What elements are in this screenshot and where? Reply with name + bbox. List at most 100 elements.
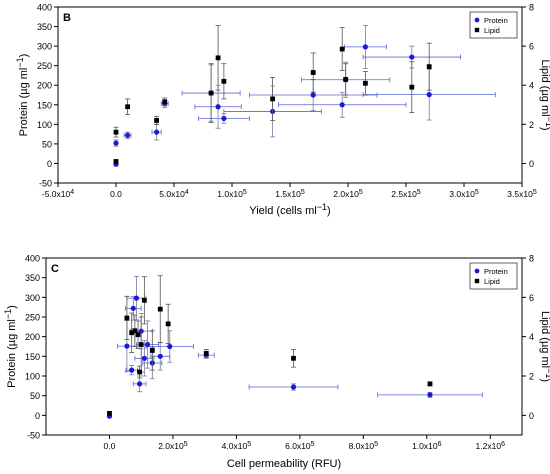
y-right-tick-label: 6 [529,42,534,52]
y-right-axis-title: Lipid (µg ml−1) [539,311,550,382]
legend-label: Lipid [484,277,500,286]
x-tick-label-sup: 5 [417,189,421,196]
lipid-point [165,321,171,327]
protein-point [221,115,227,122]
x-tick-label-text: 6.0x10 [285,441,311,451]
x-tick-label-sup: 5 [475,189,479,196]
y-left-tick-label: 350 [25,273,40,283]
lipid-point [141,297,147,303]
protein-point [290,384,297,390]
y-left-tick-label: 100 [25,372,40,382]
lipid-point [125,104,130,110]
lipid-point [113,129,119,135]
x-tick-label: -5.0x104 [42,189,74,199]
x-tick-label-text: 0.0 [104,441,116,451]
lipid-point [343,76,349,82]
y-right-tick-label: 8 [529,254,534,264]
y-right-tick-label: 4 [529,332,534,342]
x-tick-label-sup: 5 [374,441,378,448]
x-tick-label-sup: 5 [184,441,188,448]
y-right-tick-label: 0 [529,159,534,169]
y-left-tick-label: 300 [25,293,40,303]
y-left-axis-title-sup: −1 [3,309,13,319]
legend-marker-protein [474,17,480,23]
lipid-point [154,118,159,123]
x-axis-title: Yield (cells ml−1) [249,202,330,217]
x-axis-title-tail: ) [327,205,331,217]
y-right-tick-label: 6 [529,293,534,303]
legend-label: Lipid [484,26,500,35]
x-tick-label: 3.5x105 [507,189,537,199]
x-tick-label: 3.0x105 [449,189,479,199]
y-right-axis-title-tail: ) [539,127,550,131]
protein-point [157,353,163,359]
x-tick-label-sup: 6 [438,441,442,448]
lipid-point [129,330,135,336]
lipid-point [113,159,119,164]
legend-marker-lipid [474,27,480,33]
x-tick-label: 0.0 [110,189,122,199]
protein-point [129,367,135,373]
y-left-tick-label: 150 [37,100,52,110]
protein-point [154,129,160,135]
y-right-tick-label: 8 [529,3,534,13]
y-left-tick-label: 250 [37,61,52,71]
plot-frame [45,257,523,436]
lipid-point [124,315,130,321]
y-left-tick-label: 300 [37,42,52,52]
y-right-tick-label: 2 [529,372,534,382]
y-left-tick-label: 50 [42,139,52,149]
protein-point [113,140,119,146]
x-tick-label-sup: 5 [359,189,363,196]
lipid-point [427,381,433,387]
y-right-tick-label: 0 [529,411,534,421]
x-tick-label-text: 2.0x10 [333,189,359,199]
lipid-point [162,99,168,105]
lipid-point [221,78,227,84]
protein-point [141,355,147,361]
x-tick-label: 1.5x105 [275,189,305,199]
y-left-tick-label: -50 [39,179,52,189]
protein-point [362,44,368,50]
protein-point [215,104,221,110]
x-axis-title: Cell permeability (RFU) [227,458,341,470]
lipid-point [203,350,209,356]
x-axis-title-text: Yield (cells ml [249,205,316,217]
y-left-tick-label: 0 [47,159,52,169]
lipid-point [149,348,155,353]
x-tick-label-text: 8.0x10 [349,441,375,451]
y-left-axis-title-sup: −1 [15,57,25,67]
x-tick-label-sup: 4 [185,189,189,196]
protein-point [167,343,173,350]
protein-point [339,102,345,108]
x-tick-label-text: 2.0x10 [158,441,184,451]
x-tick-label: 4.0x105 [222,441,252,451]
protein-point [426,92,432,98]
x-tick-label-text: 1.0x10 [412,441,438,451]
x-tick-label: 0.0 [104,441,116,451]
panel-c: C -50 0 50 100 150 200 250 300 350 400 0 2 4 6 8 0.0 2.0x… [3,254,550,471]
x-tick-label: 2.5x105 [391,189,421,199]
y-left-tick-label: 250 [25,313,40,323]
x-tick-label-text: 1.0x10 [217,189,243,199]
x-tick-label: 2.0x105 [333,189,363,199]
y-left-tick-label: 200 [37,81,52,91]
x-tick-label-text: -5.0x10 [42,189,71,199]
y-left-tick-label: 150 [25,352,40,362]
x-tick-label-text: 4.0x10 [222,441,248,451]
x-axis-title-sup: −1 [317,202,327,212]
y-right-axis-title: Lipid (µg ml−1) [539,59,550,130]
x-tick-label: 6.0x105 [285,441,315,451]
lipid-point [270,96,275,102]
legend-box [469,262,518,290]
protein-point [310,92,316,98]
y-left-tick-label: 200 [25,332,40,342]
panel-label: C [51,263,59,275]
x-tick-label-text: 0.0 [110,189,122,199]
lipid-point [208,90,214,96]
legend-marker-protein [474,268,480,274]
lipid-point [409,84,415,90]
y-left-tick-label: 350 [37,22,52,32]
lipid-point [310,70,316,75]
x-tick-label-text: 1.2x10 [476,441,502,451]
